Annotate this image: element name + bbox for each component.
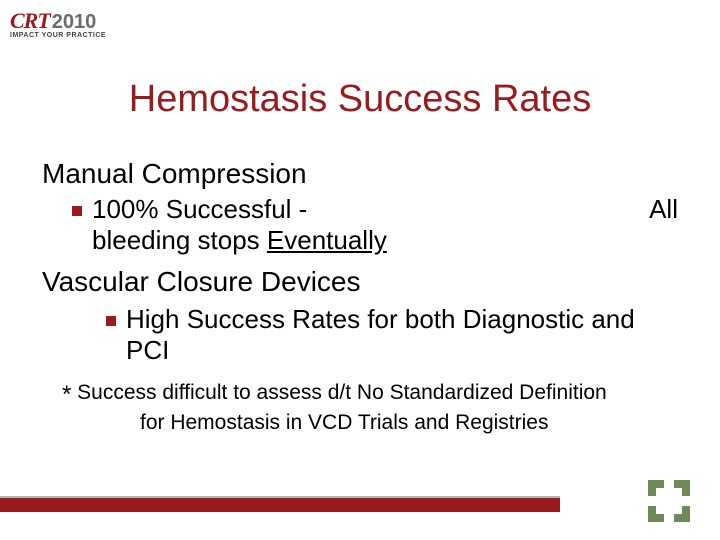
- bullet-line2-b: Eventually: [267, 225, 387, 255]
- corner-brackets-icon: [648, 480, 690, 522]
- section2-bullet-text: High Success Rates for both Diagnostic a…: [126, 304, 678, 366]
- section2-heading: Vascular Closure Devices: [42, 266, 678, 298]
- footnote-star: *: [62, 381, 71, 408]
- section1-heading: Manual Compression: [42, 158, 678, 190]
- bullet-line2-a: bleeding stops: [92, 225, 267, 255]
- footnote-line1: Success difficult to assess d/t No Stand…: [71, 381, 606, 404]
- bullet-left: 100% Successful -: [92, 194, 307, 225]
- footnote: * Success difficult to assess d/t No Sta…: [62, 380, 678, 436]
- bullet-icon: [106, 316, 116, 326]
- bullet-right: All: [609, 194, 678, 225]
- logo-text: CRT2010: [10, 8, 106, 34]
- logo-tagline: IMPACT YOUR PRACTICE: [10, 32, 106, 39]
- slide-body: Manual Compression 100% Successful - All…: [42, 158, 678, 436]
- bullet-icon: [72, 206, 82, 216]
- bullet-line2: bleeding stops Eventually: [92, 225, 678, 256]
- slide-title: Hemostasis Success Rates: [0, 78, 720, 121]
- logo-brand: CRT: [10, 8, 50, 33]
- section1-bullet-text: 100% Successful - All bleeding stops Eve…: [92, 194, 678, 256]
- section2-bullet: High Success Rates for both Diagnostic a…: [106, 304, 678, 366]
- logo-year: 2010: [52, 11, 97, 33]
- section1-bullet: 100% Successful - All bleeding stops Eve…: [72, 194, 678, 256]
- logo: CRT2010 IMPACT YOUR PRACTICE: [10, 8, 106, 39]
- slide: CRT2010 IMPACT YOUR PRACTICE Hemostasis …: [0, 0, 720, 540]
- footer-bar: [0, 498, 560, 512]
- footnote-line2: for Hemostasis in VCD Trials and Registr…: [140, 410, 678, 436]
